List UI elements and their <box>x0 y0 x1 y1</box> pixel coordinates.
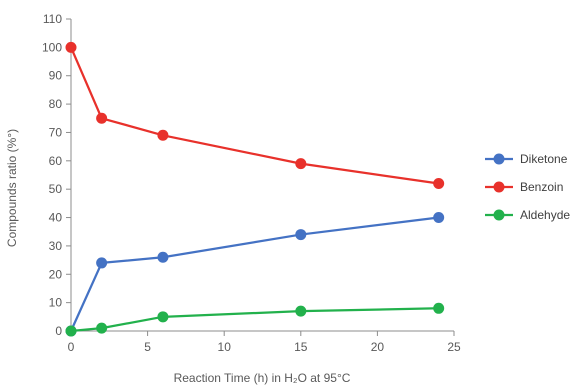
x-tick-label: 15 <box>294 340 308 354</box>
axes: 0 10 20 30 40 50 60 70 80 90 100 110 0 5 10 15 20 25 <box>42 12 461 354</box>
y-tick-label: 20 <box>49 267 63 281</box>
series-line <box>71 308 439 331</box>
legend-label: Diketone <box>520 152 568 166</box>
y-tick-label: 50 <box>49 182 63 196</box>
data-point <box>295 158 306 169</box>
legend-item-diketone: Diketone <box>485 152 568 166</box>
y-axis-title: Compounds ratio (%°) <box>5 129 19 247</box>
series-line <box>71 47 439 183</box>
legend-item-aldehyde: Aldehyde <box>485 208 570 222</box>
y-tick-label: 100 <box>42 40 62 54</box>
data-point <box>433 178 444 189</box>
data-point <box>433 303 444 314</box>
y-tick-label: 70 <box>49 125 63 139</box>
legend: Diketone Benzoin Aldehyde <box>485 152 570 222</box>
y-tick-label: 0 <box>55 324 62 338</box>
data-point <box>295 229 306 240</box>
x-tick-label: 10 <box>218 340 232 354</box>
data-point <box>295 306 306 317</box>
series-layer <box>66 42 445 337</box>
data-point <box>157 252 168 263</box>
y-tick-label: 30 <box>49 239 63 253</box>
data-point <box>433 212 444 223</box>
legend-marker <box>494 182 505 193</box>
data-point <box>96 323 107 334</box>
x-tick-label: 5 <box>144 340 151 354</box>
y-tick-label: 90 <box>49 69 63 83</box>
data-point <box>66 326 77 337</box>
legend-item-benzoin: Benzoin <box>485 180 563 194</box>
y-tick-label: 110 <box>43 12 62 26</box>
y-tick-label: 40 <box>49 211 63 225</box>
data-point <box>157 130 168 141</box>
x-tick-label: 20 <box>371 340 385 354</box>
x-axis-title: Reaction Time (h) in H₂O at 95°C <box>174 371 351 385</box>
y-tick-label: 80 <box>49 97 63 111</box>
series-diketone <box>66 212 445 336</box>
legend-marker <box>494 154 505 165</box>
y-tick-label: 60 <box>49 154 63 168</box>
data-point <box>157 311 168 322</box>
data-point <box>66 42 77 53</box>
legend-marker <box>494 210 505 221</box>
legend-label: Benzoin <box>520 180 563 194</box>
legend-label: Aldehyde <box>520 208 570 222</box>
x-tick-label: 25 <box>447 340 461 354</box>
x-tick-label: 0 <box>68 340 75 354</box>
data-point <box>96 113 107 124</box>
series-benzoin <box>66 42 445 189</box>
data-point <box>96 257 107 268</box>
y-tick-label: 10 <box>49 296 63 310</box>
